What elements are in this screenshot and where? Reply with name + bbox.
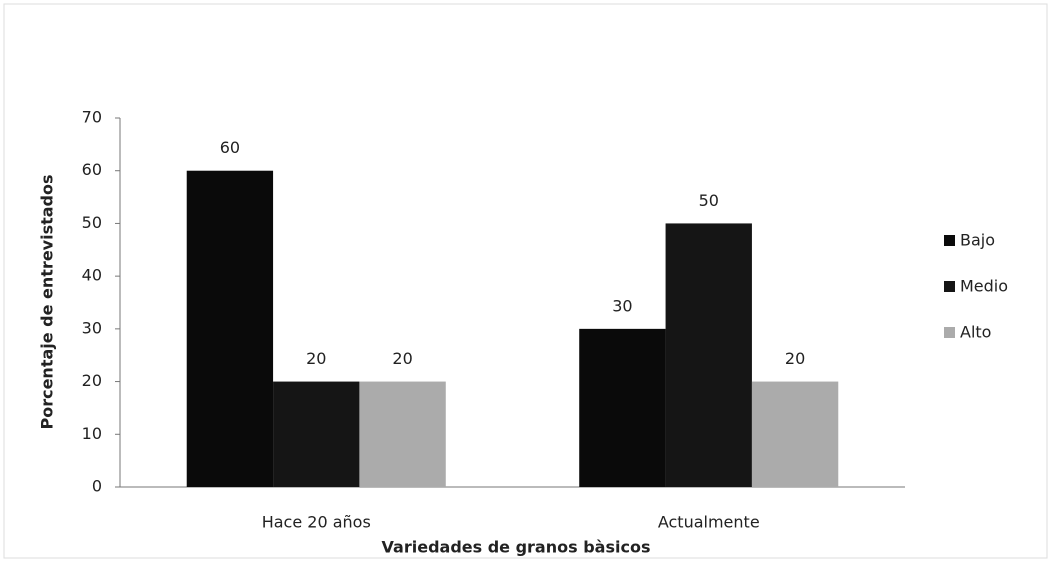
y-tick-label: 10 (82, 424, 102, 443)
data-label: 50 (699, 191, 719, 210)
y-tick-label: 0 (92, 477, 102, 496)
legend-label: Bajo (960, 231, 995, 250)
x-tick-label: Hace 20 años (262, 513, 371, 532)
bar (579, 328, 666, 487)
legend-swatch (944, 281, 955, 292)
data-label: 20 (392, 349, 412, 368)
legend-swatch (944, 327, 955, 338)
y-tick-label: 70 (82, 108, 102, 127)
y-tick-label: 50 (82, 213, 102, 232)
chart-border (3, 3, 1048, 559)
y-tick-label: 30 (82, 318, 102, 337)
legend-label: Medio (960, 277, 1008, 296)
x-tick-label: Actualmente (658, 513, 760, 532)
y-tick-label: 40 (82, 266, 102, 285)
data-label: 30 (612, 296, 632, 315)
legend-label: Alto (960, 323, 991, 342)
bar (751, 381, 839, 487)
y-tick-label: 60 (82, 160, 102, 179)
data-label: 20 (306, 349, 326, 368)
bar (186, 170, 274, 487)
y-tick-label: 20 (82, 371, 102, 390)
data-label: 60 (220, 138, 240, 157)
x-axis-title: Variedades de granos bàsicos (382, 538, 651, 557)
bar (665, 223, 752, 487)
y-axis-title: Porcentaje de entrevistados (38, 174, 57, 429)
legend-swatch (944, 235, 955, 246)
bar (359, 381, 446, 487)
data-label: 20 (785, 349, 805, 368)
bar (273, 381, 360, 487)
